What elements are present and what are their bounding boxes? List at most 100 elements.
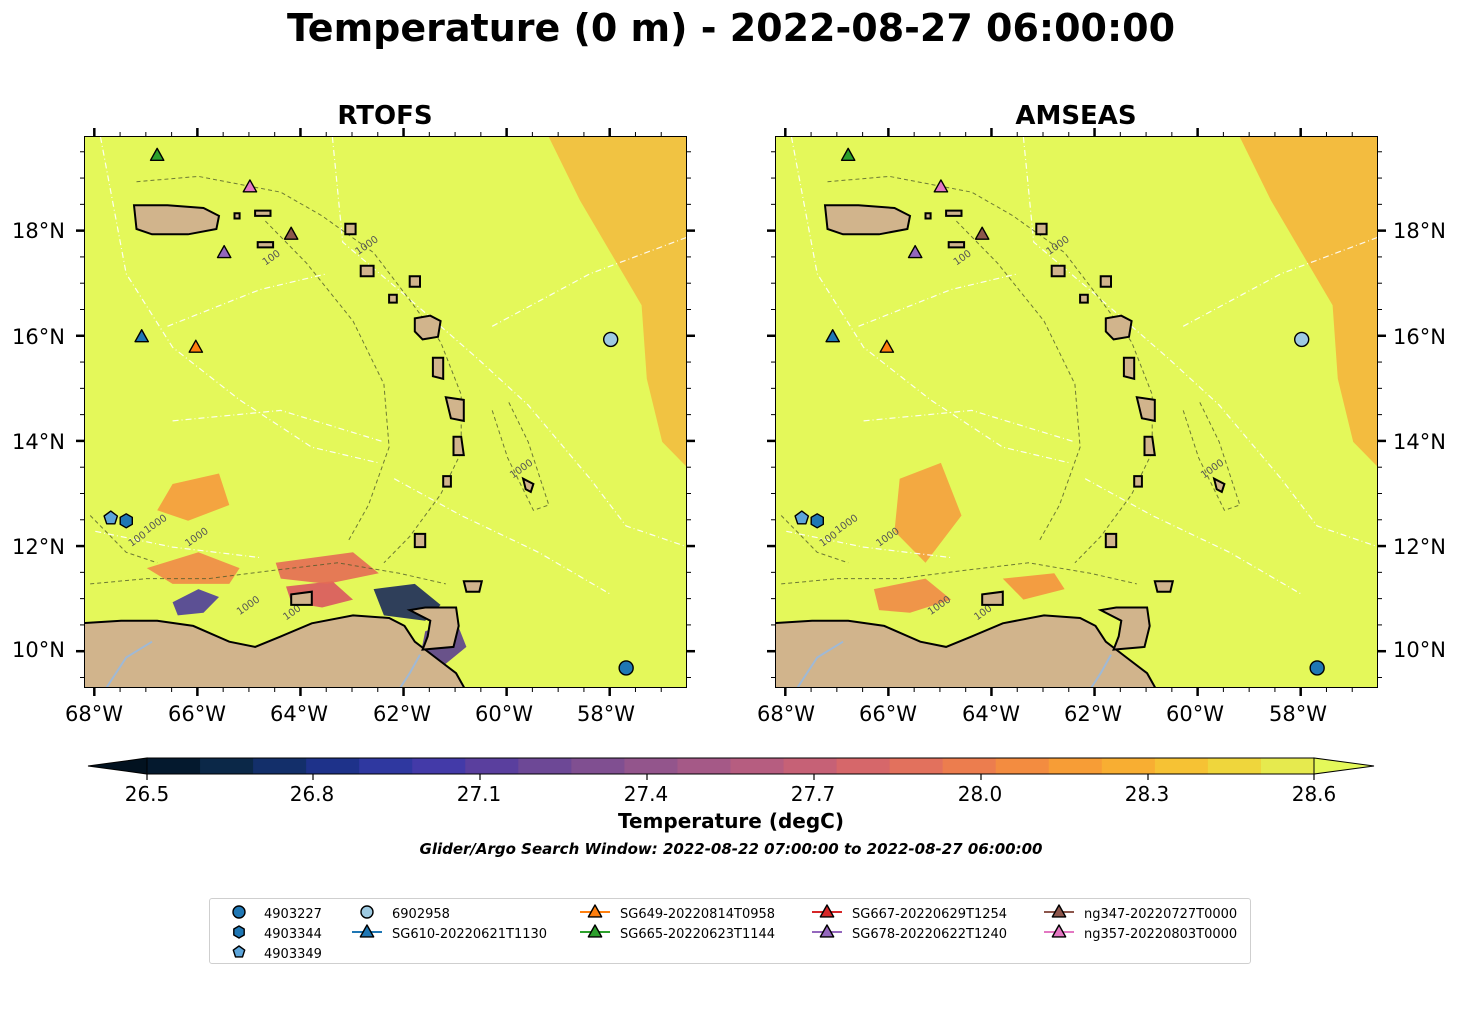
river <box>796 640 844 687</box>
lon-label-64w-amseas: 64°W <box>962 702 1020 726</box>
temperature-anomaly-0 <box>172 589 219 616</box>
legend-item-4903344: 4903344 <box>222 924 322 944</box>
legend-symbol <box>1051 924 1067 938</box>
marker-ng347-20220727T0000 <box>283 226 299 240</box>
colorbar-label: Temperature (degC) <box>618 809 844 833</box>
colorbar-bin <box>889 758 944 774</box>
legend: 4903227 4903344 4903349 6902958 SG610-20… <box>209 898 1251 964</box>
legend-marker <box>233 925 245 939</box>
land-island-11 <box>1079 293 1089 304</box>
eez-boundary-5 <box>172 409 385 443</box>
marker-ng347-20220727T0000 <box>974 226 990 240</box>
cb-tick-26-8: 26.8 <box>289 782 335 806</box>
marker-4903349 <box>103 510 119 525</box>
legend-symbol <box>819 924 835 938</box>
land-island-0 <box>413 314 442 341</box>
eez-boundary-6 <box>786 530 952 559</box>
legend-symbol <box>233 925 245 939</box>
legend-item-sg667: SG667-20220629T1254 <box>810 904 1007 924</box>
cb-tick-28-3: 28.3 <box>1124 782 1170 806</box>
legend-symbol <box>1051 904 1067 918</box>
bathymetry-contour-2 <box>1182 399 1241 511</box>
marker-4903227 <box>618 660 634 676</box>
bathymetry-contour-3 <box>781 562 1137 585</box>
marker-ng357-20220803T0000 <box>242 179 258 193</box>
legend-marker <box>812 924 842 938</box>
colorbar-bin <box>147 758 201 774</box>
lon-label-58w-amseas: 58°W <box>1269 702 1327 726</box>
legend-marker <box>580 904 610 918</box>
lat-label-14n-right: 14°N <box>1393 430 1446 454</box>
marker-4903227 <box>1309 660 1325 676</box>
eez-boundary-6 <box>95 530 261 559</box>
bathymetry-contour-3 <box>90 562 446 585</box>
legend-symbol <box>360 905 374 919</box>
legend-symbol <box>232 905 246 919</box>
lon-label-58w: 58°W <box>577 702 635 726</box>
land-island-3 <box>1143 435 1156 457</box>
cb-tick-27-1: 27.1 <box>456 782 502 806</box>
legend-item-4903227: 4903227 <box>222 904 322 924</box>
land-island-9 <box>1050 264 1066 278</box>
legend-item-4903349: 4903349 <box>222 944 322 964</box>
lon-label-68w-amseas: 68°W <box>757 702 815 726</box>
colorbar-bin <box>995 758 1050 774</box>
legend-symbol <box>587 904 603 918</box>
lon-label-66w-amseas: 66°W <box>859 702 917 726</box>
marker-SG665-20220623T1144 <box>149 147 165 161</box>
figure-title: Temperature (0 m) - 2022-08-27 06:00:00 <box>286 6 1176 50</box>
cb-tick-27-7: 27.7 <box>790 782 836 806</box>
bathymetry-contour-4 <box>89 515 158 564</box>
marker-SG610-20220621T1130 <box>134 329 150 343</box>
lon-label-62w-amseas: 62°W <box>1064 702 1122 726</box>
lon-label-62w: 62°W <box>373 702 431 726</box>
temperature-anomaly-5 <box>157 473 230 521</box>
land-island-7 <box>1153 580 1175 593</box>
panel-title-rtofs: RTOFS <box>337 101 433 131</box>
colorbar-bin <box>571 758 625 774</box>
land-island-5 <box>1212 476 1226 494</box>
legend-item-ng347: ng347-20220727T0000 <box>1042 904 1237 924</box>
marker-6902958 <box>602 331 619 348</box>
colorbar-bin <box>306 758 360 774</box>
river <box>399 654 421 687</box>
marker-4903349 <box>794 510 810 525</box>
colorbar-bin <box>836 758 891 774</box>
legend-marker <box>580 924 610 938</box>
land-trinidad <box>406 606 460 651</box>
legend-marker <box>232 905 246 919</box>
lon-label-60w-amseas: 60°W <box>1166 702 1224 726</box>
legend-item-sg610: SG610-20220621T1130 <box>350 924 547 944</box>
land-island-7 <box>462 580 484 593</box>
colorbar-bin <box>624 758 678 774</box>
marker-SG649-20220814T0958 <box>188 339 204 353</box>
legend-marker <box>360 905 374 919</box>
cb-tick-27-4: 27.4 <box>623 782 669 806</box>
legend-marker <box>812 904 842 918</box>
legend-marker <box>232 945 246 958</box>
land-island-14 <box>947 241 966 249</box>
lat-label-14n: 14°N <box>12 430 65 454</box>
land-island-5 <box>521 476 535 494</box>
legend-item-6902958: 6902958 <box>350 904 450 924</box>
colorbar-bin <box>253 758 307 774</box>
eez-boundary-2 <box>1022 137 1377 548</box>
marker-4903344 <box>810 513 824 529</box>
lat-label-16n: 16°N <box>12 325 65 349</box>
bathymetry-contour-4 <box>780 515 849 564</box>
land-island-4 <box>442 475 452 488</box>
legend-marker <box>352 924 382 938</box>
land-island-10 <box>1099 275 1112 288</box>
eez-boundary-2 <box>331 137 686 548</box>
land-island-11 <box>388 293 398 304</box>
search-window-subtitle: Glider/Argo Search Window: 2022-08-22 07… <box>419 840 1043 858</box>
legend-item-sg678: SG678-20220622T1240 <box>810 924 1007 944</box>
colorbar-extend-low <box>87 757 148 775</box>
land-island-6 <box>1104 532 1118 549</box>
map-panel-rtofs: 100 1000 1000 100 1000 1000 100 1000 <box>84 136 687 688</box>
temperature-anomaly-2 <box>1002 573 1065 600</box>
lat-label-18n-right: 18°N <box>1393 219 1446 243</box>
colorbar-bin <box>783 758 838 774</box>
land-island-9 <box>359 264 375 278</box>
